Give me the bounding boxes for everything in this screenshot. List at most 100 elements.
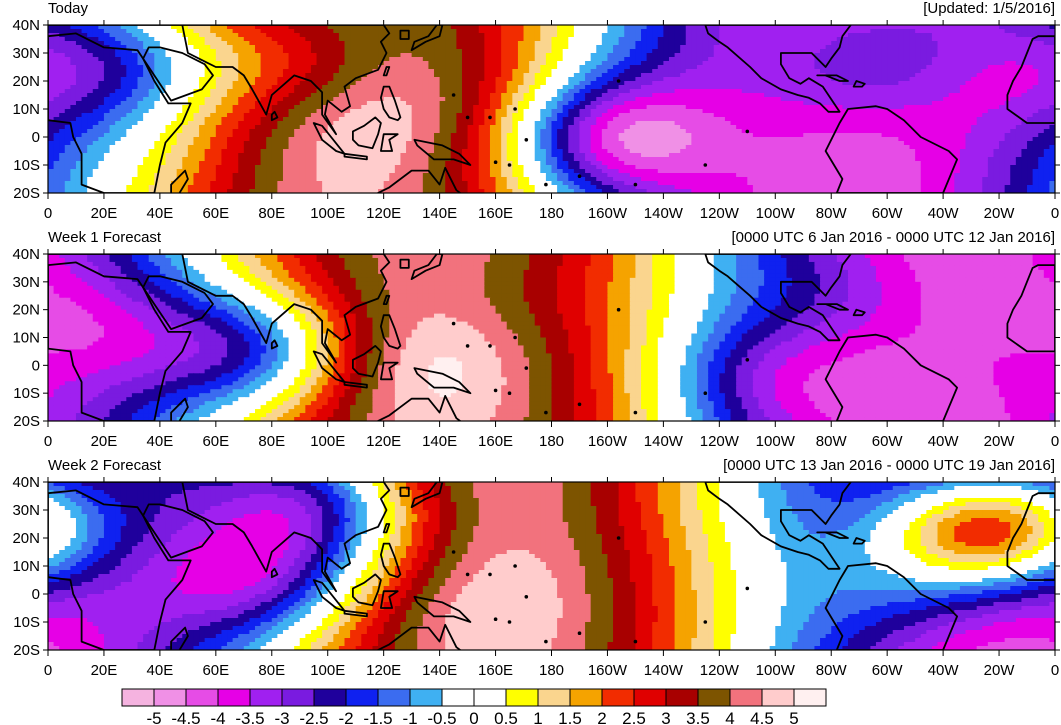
field-cell xyxy=(154,117,161,122)
field-cell xyxy=(383,49,390,54)
field-cell xyxy=(1027,129,1034,134)
field-cell xyxy=(81,73,88,78)
field-cell xyxy=(87,81,94,86)
field-cell xyxy=(148,89,155,94)
field-cell xyxy=(568,29,575,34)
field-cell xyxy=(1038,85,1045,90)
field-cell xyxy=(579,93,586,98)
field-cell xyxy=(243,85,250,90)
field-cell xyxy=(780,49,788,54)
field-cell xyxy=(534,25,541,30)
field-cell xyxy=(1004,81,1011,86)
field-cell xyxy=(954,33,961,38)
field-cell xyxy=(601,25,609,30)
field-cell xyxy=(752,133,760,138)
field-cell xyxy=(959,113,967,118)
field-cell xyxy=(859,113,866,118)
field-cell xyxy=(1021,121,1028,126)
field-cell xyxy=(730,61,737,66)
field-cell xyxy=(109,133,116,138)
field-cell xyxy=(691,69,698,74)
field-cell xyxy=(115,81,122,86)
field-cell xyxy=(674,69,681,74)
field-cell xyxy=(696,89,704,94)
field-cell xyxy=(1043,109,1050,114)
field-cell xyxy=(629,45,637,50)
field-cell xyxy=(232,133,239,138)
field-cell xyxy=(971,73,978,78)
field-cell xyxy=(75,93,83,98)
field-cell xyxy=(590,57,597,62)
field-cell xyxy=(378,81,385,86)
field-cell xyxy=(892,129,899,134)
field-cell xyxy=(489,65,497,70)
field-cell xyxy=(691,117,698,122)
field-cell xyxy=(361,25,368,30)
field-cell xyxy=(131,45,139,50)
field-cell xyxy=(355,69,362,74)
field-cell xyxy=(361,69,368,74)
field-cell xyxy=(545,57,553,62)
field-cell xyxy=(724,109,732,114)
field-cell xyxy=(696,117,704,122)
field-cell xyxy=(115,53,122,58)
field-cell xyxy=(976,101,983,106)
field-cell xyxy=(691,113,698,118)
field-cell xyxy=(109,57,116,62)
field-cell xyxy=(215,57,223,62)
field-cell xyxy=(769,133,776,138)
field-cell xyxy=(702,85,709,90)
field-cell xyxy=(652,69,659,74)
field-cell xyxy=(1004,33,1011,38)
field-cell xyxy=(892,109,899,114)
field-cell xyxy=(568,105,575,110)
field-cell xyxy=(48,97,55,102)
field-cell xyxy=(1027,109,1034,114)
field-cell xyxy=(937,69,944,74)
field-cell xyxy=(428,25,435,30)
field-cell xyxy=(713,25,720,30)
field-cell xyxy=(792,113,799,118)
field-cell xyxy=(534,113,541,118)
field-cell xyxy=(383,57,390,62)
field-cell xyxy=(333,53,340,58)
field-cell xyxy=(210,65,217,70)
field-cell xyxy=(400,57,407,62)
field-cell xyxy=(64,81,71,86)
field-cell xyxy=(573,133,581,138)
field-cell xyxy=(98,77,105,82)
field-cell xyxy=(557,57,564,62)
field-cell xyxy=(1021,89,1028,94)
field-cell xyxy=(769,85,776,90)
field-cell xyxy=(887,61,894,66)
field-cell xyxy=(171,41,178,46)
field-cell xyxy=(943,61,950,66)
field-cell xyxy=(417,77,424,82)
field-cell xyxy=(361,101,368,106)
field-cell xyxy=(635,133,642,138)
field-cell xyxy=(691,65,698,70)
field-cell xyxy=(361,37,368,42)
field-cell xyxy=(254,93,262,98)
field-cell xyxy=(803,81,810,86)
field-cell xyxy=(713,65,720,70)
field-cell xyxy=(747,49,754,54)
field-cell xyxy=(775,81,782,86)
field-cell xyxy=(696,41,704,46)
field-cell xyxy=(232,73,239,78)
field-cell xyxy=(1038,109,1045,114)
field-cell xyxy=(327,49,334,54)
field-cell xyxy=(478,97,485,102)
field-cell xyxy=(831,105,838,110)
field-cell xyxy=(64,77,71,82)
field-cell xyxy=(730,45,737,50)
field-cell xyxy=(210,101,217,106)
field-cell xyxy=(288,41,295,46)
field-cell xyxy=(954,105,961,110)
field-cell xyxy=(792,109,799,114)
field-cell xyxy=(143,109,150,114)
field-cell xyxy=(971,41,978,46)
field-cell xyxy=(249,93,256,98)
field-cell xyxy=(210,133,217,138)
field-cell xyxy=(724,49,732,54)
